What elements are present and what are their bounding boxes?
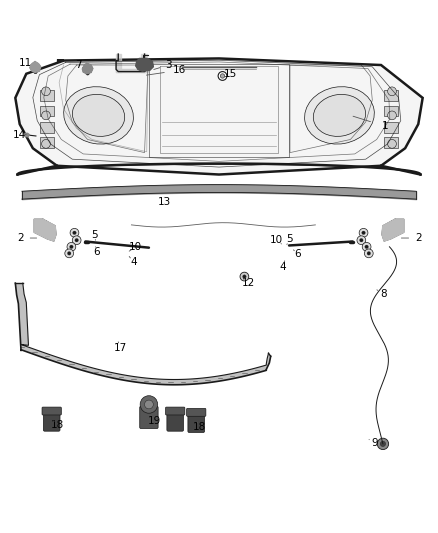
Text: 18: 18 — [50, 420, 64, 430]
Circle shape — [364, 249, 373, 258]
Circle shape — [42, 221, 48, 227]
Polygon shape — [34, 219, 56, 241]
Circle shape — [359, 229, 368, 237]
Text: 19: 19 — [148, 416, 161, 426]
FancyBboxPatch shape — [40, 106, 54, 117]
Circle shape — [357, 236, 366, 245]
FancyBboxPatch shape — [384, 106, 398, 117]
Circle shape — [42, 111, 50, 120]
Text: 4: 4 — [279, 262, 286, 271]
Circle shape — [42, 140, 50, 148]
Circle shape — [360, 238, 363, 242]
Text: 17: 17 — [114, 343, 127, 352]
Text: 12: 12 — [242, 278, 255, 288]
Circle shape — [390, 221, 396, 227]
Circle shape — [65, 249, 74, 258]
Circle shape — [367, 252, 371, 255]
Polygon shape — [15, 59, 423, 174]
Text: 6: 6 — [294, 249, 301, 259]
Text: 5: 5 — [91, 230, 98, 240]
Text: 2: 2 — [415, 233, 422, 243]
Text: 10: 10 — [129, 242, 142, 252]
FancyBboxPatch shape — [40, 137, 54, 148]
Circle shape — [75, 238, 78, 242]
Text: 13: 13 — [158, 197, 171, 207]
FancyBboxPatch shape — [43, 411, 60, 431]
Text: 5: 5 — [286, 235, 293, 244]
Circle shape — [388, 111, 396, 120]
Circle shape — [218, 71, 227, 80]
Circle shape — [365, 245, 368, 248]
FancyBboxPatch shape — [140, 406, 158, 429]
Circle shape — [72, 236, 81, 245]
FancyBboxPatch shape — [166, 407, 185, 415]
Circle shape — [70, 229, 79, 237]
Circle shape — [67, 243, 76, 251]
FancyBboxPatch shape — [40, 90, 54, 101]
Circle shape — [140, 395, 158, 413]
Text: 15: 15 — [223, 69, 237, 79]
Text: 14: 14 — [13, 130, 26, 140]
Polygon shape — [82, 63, 93, 74]
FancyBboxPatch shape — [187, 408, 206, 416]
Text: 4: 4 — [130, 257, 137, 267]
Circle shape — [34, 70, 37, 74]
Ellipse shape — [313, 94, 366, 136]
Circle shape — [380, 441, 385, 447]
Circle shape — [362, 231, 365, 235]
Circle shape — [145, 400, 153, 409]
Ellipse shape — [64, 87, 134, 144]
Text: 9: 9 — [371, 438, 378, 448]
Circle shape — [86, 71, 89, 75]
Text: 6: 6 — [93, 247, 100, 256]
Circle shape — [377, 438, 389, 449]
Polygon shape — [136, 59, 153, 71]
Text: 10: 10 — [269, 235, 283, 245]
Text: 2: 2 — [18, 233, 25, 243]
Text: 18: 18 — [193, 422, 206, 432]
Polygon shape — [24, 133, 29, 137]
Text: 7: 7 — [74, 60, 81, 70]
Circle shape — [388, 140, 396, 148]
Text: 1: 1 — [382, 122, 389, 131]
Circle shape — [67, 252, 71, 255]
FancyBboxPatch shape — [384, 90, 398, 101]
FancyBboxPatch shape — [384, 137, 398, 148]
Circle shape — [362, 243, 371, 251]
Text: 8: 8 — [380, 289, 387, 298]
Ellipse shape — [72, 94, 125, 136]
Polygon shape — [382, 219, 404, 241]
Circle shape — [70, 245, 73, 248]
Circle shape — [73, 231, 76, 235]
Circle shape — [42, 87, 50, 96]
Circle shape — [220, 74, 225, 78]
Text: 3: 3 — [165, 60, 172, 70]
Text: 16: 16 — [173, 65, 186, 75]
Circle shape — [243, 275, 246, 278]
Ellipse shape — [304, 87, 374, 144]
FancyBboxPatch shape — [40, 122, 54, 133]
Text: 11: 11 — [19, 58, 32, 68]
FancyBboxPatch shape — [384, 122, 398, 133]
FancyBboxPatch shape — [167, 411, 184, 431]
Circle shape — [240, 272, 249, 281]
FancyBboxPatch shape — [188, 413, 205, 432]
Polygon shape — [15, 283, 271, 385]
Polygon shape — [30, 61, 41, 72]
Circle shape — [388, 87, 396, 96]
FancyBboxPatch shape — [42, 407, 61, 415]
